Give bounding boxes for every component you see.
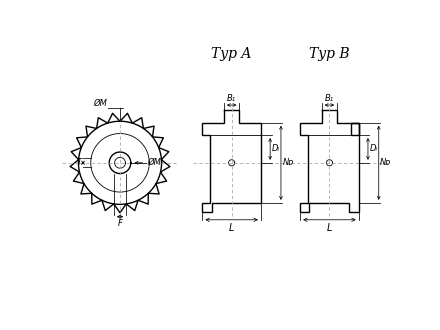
Text: L: L [229, 223, 235, 233]
Text: L: L [327, 223, 332, 233]
Text: T: T [77, 158, 81, 167]
Text: B₁: B₁ [227, 94, 236, 103]
Text: ØM: ØM [93, 98, 107, 107]
Text: ØM: ØM [147, 158, 161, 167]
Text: Nᴅ: Nᴅ [380, 158, 392, 167]
Text: B₁: B₁ [325, 94, 334, 103]
Text: Dₗ: Dₗ [272, 145, 279, 153]
Text: Typ B: Typ B [309, 47, 350, 61]
Text: Dₗ: Dₗ [370, 145, 378, 153]
Text: Typ A: Typ A [212, 47, 252, 61]
Text: F: F [117, 219, 122, 228]
Text: Nᴅ: Nᴅ [282, 158, 294, 167]
